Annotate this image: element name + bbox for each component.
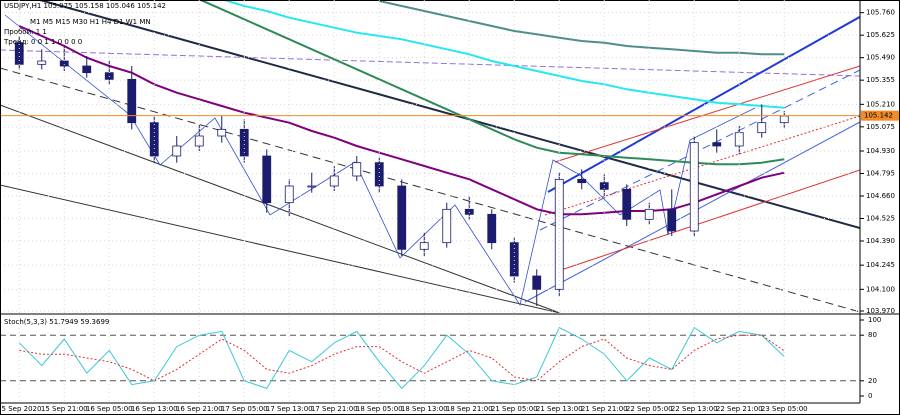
candle-body: [464, 208, 474, 215]
candle-body: [712, 142, 722, 147]
y-tick-label: 105.210: [866, 100, 895, 108]
x-tick-label: 17 Sep 13:00: [266, 405, 313, 413]
x-tick-label: 16 Sep 05:00: [86, 405, 133, 413]
x-tick-label: 22 Sep 13:00: [671, 405, 718, 413]
candle-body: [532, 275, 542, 290]
y-tick-label: 104.100: [866, 285, 895, 293]
y-tick-label: 105.760: [866, 9, 895, 17]
annotation: M1 M5 M15 M30 H1 H4 D1 W1 MN: [30, 18, 151, 26]
candle-body: [577, 178, 587, 184]
y-tick-label: 104.660: [866, 192, 895, 200]
x-tick-label: 22 Sep 21:00: [716, 405, 763, 413]
y-tick-label: 100: [868, 316, 881, 324]
indicator-title: Stoch(5,3,3) 51.7949 59.3699: [4, 318, 109, 326]
x-tick-label: 23 Sep 05:00: [761, 405, 808, 413]
candle-body: [487, 213, 497, 244]
candle-body: [284, 185, 294, 204]
candle-body: [127, 78, 137, 124]
price-label: 105.142: [864, 112, 893, 120]
annotation: Тренд: 0 0 1 1 0 0 0 0: [3, 38, 82, 46]
candle-body: [307, 185, 317, 188]
candle-body: [37, 60, 47, 65]
dashed-level: [0, 49, 860, 77]
channel-line: [554, 169, 860, 273]
y-tick-label: 0: [868, 392, 872, 400]
candle-body: [599, 182, 609, 190]
candle-body: [644, 208, 654, 220]
zigzag: [4, 14, 756, 307]
y-tick-label: 104.525: [866, 215, 895, 223]
x-tick-label: 22 Sep 05:00: [626, 405, 673, 413]
x-tick-label: 17 Sep 21:00: [311, 405, 358, 413]
x-tick-label: 17 Sep 05:00: [221, 405, 268, 413]
trend-line: [39, 0, 860, 229]
candle-body: [59, 60, 69, 67]
y-tick-label: 105.355: [866, 76, 895, 84]
y-tick-label: 20: [868, 377, 877, 385]
candle-body: [509, 242, 519, 277]
moving-average: [18, 25, 785, 216]
x-tick-label: 18 Sep 13:00: [401, 405, 448, 413]
candle-body: [262, 155, 272, 204]
candle-body: [352, 162, 362, 177]
stoch-panel: [0, 326, 860, 390]
candle-body: [172, 145, 182, 157]
x-tick-label: 21 Sep 21:00: [581, 405, 628, 413]
price-label-box: [861, 110, 899, 121]
channel-line: [544, 115, 860, 216]
x-tick-label: 21 Sep 05:00: [491, 405, 538, 413]
x-tick-label: 15 Sep 21:00: [41, 405, 88, 413]
y-tick-label: 105.490: [866, 54, 895, 62]
candle-body: [419, 242, 429, 250]
moving-average: [198, 0, 785, 166]
candle-body: [82, 65, 92, 74]
stoch-line: [18, 326, 785, 390]
y-tick-label: 104.245: [866, 261, 895, 269]
candle-body: [622, 188, 632, 220]
y-tick-label: 105.075: [866, 123, 895, 131]
x-tick-label: 18 Sep 21:00: [446, 405, 493, 413]
x-tick-label: 16 Sep 13:00: [131, 405, 178, 413]
moving-average: [379, 0, 785, 56]
y-tick-label: 80: [868, 331, 877, 339]
x-tick-label: 15 Sep 2020: [0, 405, 41, 413]
candle-body: [667, 208, 677, 232]
candle-body: [442, 208, 452, 244]
x-tick-label: 21 Sep 13:00: [536, 405, 583, 413]
candle-body: [374, 162, 384, 187]
y-tick-label: 104.930: [866, 147, 895, 155]
moving-average: [221, 0, 785, 109]
candle-body: [217, 128, 227, 137]
y-tick-label: 104.390: [866, 237, 895, 245]
y-tick-label: 103.970: [866, 307, 895, 315]
candle-body: [397, 185, 407, 250]
x-tick-label: 18 Sep 05:00: [356, 405, 403, 413]
main-panel: [0, 0, 860, 313]
channel-line: [539, 69, 860, 231]
candle-body: [689, 142, 699, 232]
y-tick-label: 105.625: [866, 31, 895, 39]
channel-line: [547, 15, 860, 193]
candle-body: [757, 122, 767, 134]
channel-line: [554, 65, 860, 163]
y-tick-label: 104.795: [866, 170, 895, 178]
trend-line: [0, 67, 860, 313]
candle-body: [149, 122, 159, 157]
candle-body: [554, 178, 564, 290]
chart-title: USDJPY,H1 105.075 105.158 105.046 105.14…: [4, 2, 166, 10]
trend-line: [0, 184, 561, 313]
annotation: Пробой: 1 1: [4, 28, 47, 36]
x-tick-label: 16 Sep 21:00: [176, 405, 223, 413]
stoch-line: [19, 334, 785, 382]
